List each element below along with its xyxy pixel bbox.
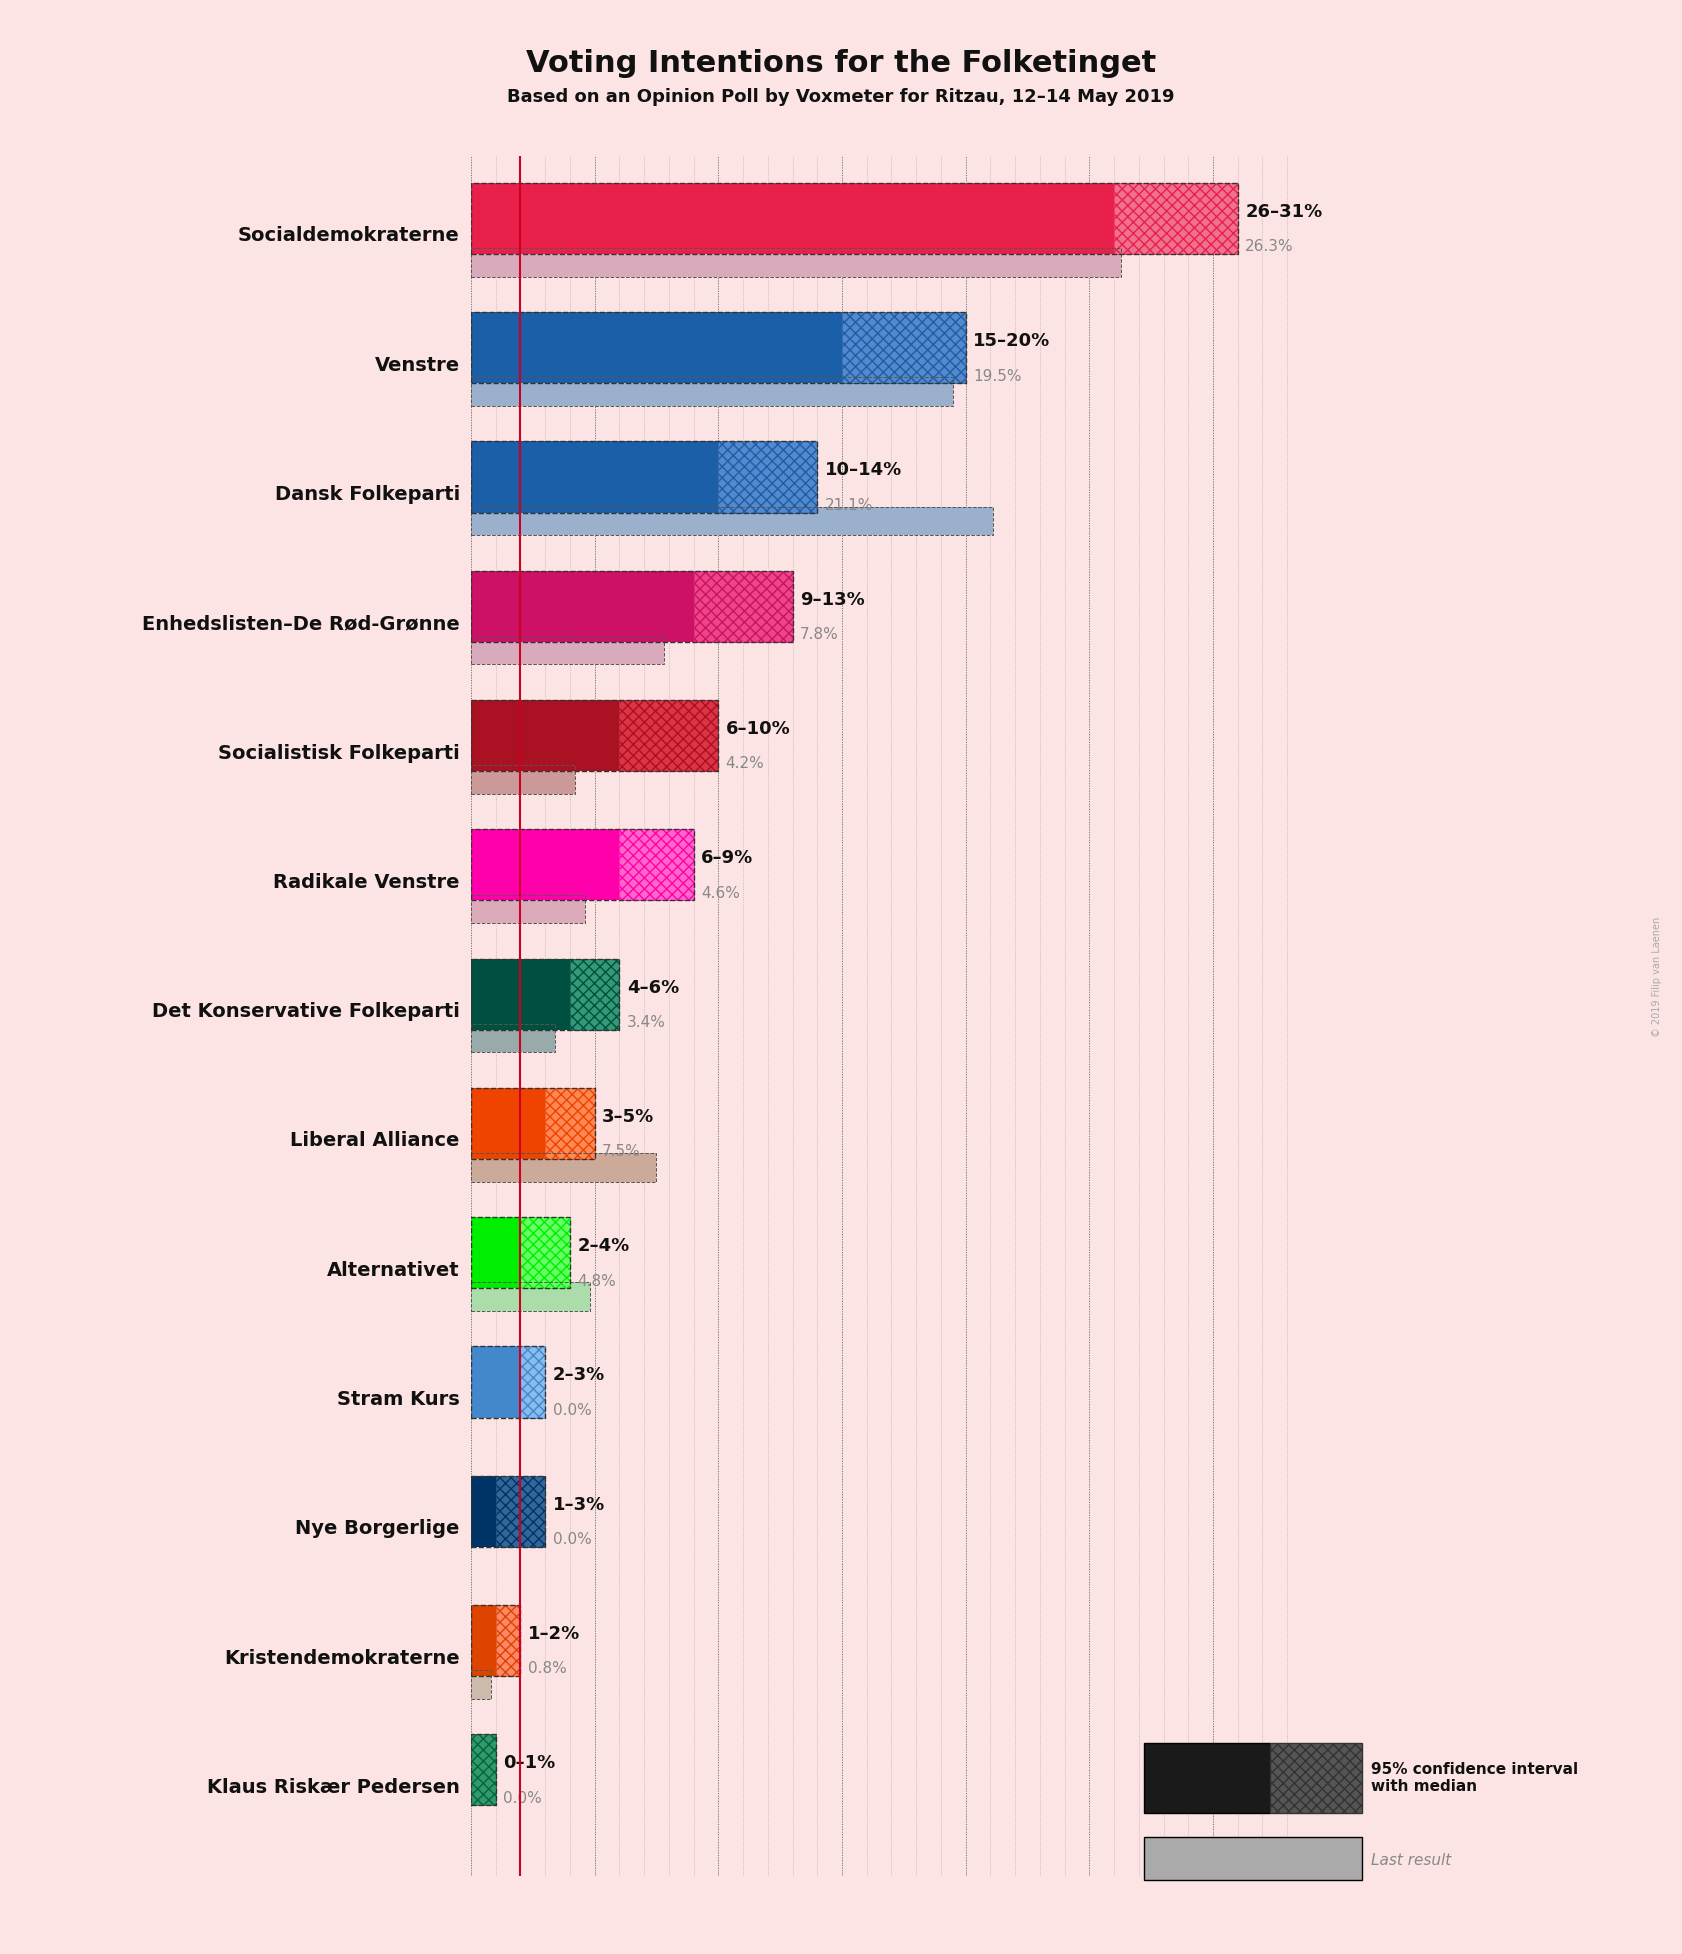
Bar bbox=[471, 1735, 496, 1805]
Bar bbox=[471, 1088, 595, 1159]
Bar bbox=[471, 959, 619, 1030]
Text: © 2019 Filip van Laenen: © 2019 Filip van Laenen bbox=[1652, 916, 1662, 1038]
Bar bbox=[570, 959, 619, 1030]
Text: 4.2%: 4.2% bbox=[725, 756, 765, 772]
Bar bbox=[843, 313, 965, 383]
Text: 7.8%: 7.8% bbox=[801, 627, 839, 643]
Bar bbox=[471, 1153, 656, 1182]
Bar bbox=[471, 184, 1238, 254]
Bar bbox=[471, 1088, 545, 1159]
Bar bbox=[471, 184, 1113, 254]
Bar bbox=[471, 635, 664, 664]
Bar bbox=[471, 1024, 555, 1053]
Text: Voting Intentions for the Folketinget: Voting Intentions for the Folketinget bbox=[526, 49, 1156, 78]
Bar bbox=[471, 377, 954, 406]
Bar bbox=[471, 1475, 545, 1548]
Bar bbox=[520, 1346, 545, 1417]
Bar bbox=[471, 1604, 520, 1677]
Bar bbox=[471, 442, 817, 512]
Bar bbox=[471, 635, 664, 664]
Text: 6–9%: 6–9% bbox=[701, 850, 754, 868]
Text: 21.1%: 21.1% bbox=[824, 498, 873, 512]
Text: 0–1%: 0–1% bbox=[503, 1755, 555, 1772]
Bar bbox=[496, 1604, 520, 1677]
Text: 26.3%: 26.3% bbox=[1245, 238, 1293, 254]
Text: 2–3%: 2–3% bbox=[553, 1366, 606, 1385]
Bar bbox=[471, 571, 792, 641]
Text: 0.8%: 0.8% bbox=[528, 1661, 567, 1677]
Bar bbox=[471, 1671, 491, 1698]
Text: 19.5%: 19.5% bbox=[974, 369, 1021, 383]
Bar bbox=[693, 571, 792, 641]
Text: 4–6%: 4–6% bbox=[627, 979, 680, 997]
Bar bbox=[471, 895, 585, 922]
Bar bbox=[471, 1346, 545, 1417]
Bar bbox=[471, 1282, 590, 1311]
Bar bbox=[619, 700, 718, 772]
Bar bbox=[471, 1217, 520, 1288]
Bar bbox=[471, 1153, 656, 1182]
Bar bbox=[471, 1604, 496, 1677]
Bar bbox=[471, 895, 585, 922]
Bar bbox=[471, 700, 718, 772]
Text: 3–5%: 3–5% bbox=[602, 1108, 654, 1126]
Text: 2–4%: 2–4% bbox=[577, 1237, 629, 1254]
Bar bbox=[471, 1282, 590, 1311]
Text: 26–31%: 26–31% bbox=[1245, 203, 1322, 221]
Text: 9–13%: 9–13% bbox=[801, 590, 865, 610]
Text: 0.0%: 0.0% bbox=[553, 1403, 592, 1419]
Bar bbox=[471, 828, 693, 901]
Bar bbox=[471, 248, 1122, 277]
Text: 95% confidence interval
with median: 95% confidence interval with median bbox=[1371, 1763, 1578, 1794]
Bar bbox=[471, 766, 575, 793]
Bar bbox=[471, 506, 992, 535]
Bar bbox=[496, 1475, 545, 1548]
Bar bbox=[471, 313, 843, 383]
Bar bbox=[471, 828, 619, 901]
Bar bbox=[471, 377, 954, 406]
Bar bbox=[545, 1088, 595, 1159]
Bar bbox=[520, 1217, 570, 1288]
Bar bbox=[471, 1217, 570, 1288]
Bar bbox=[471, 1475, 496, 1548]
Text: 0.0%: 0.0% bbox=[553, 1532, 592, 1548]
Bar bbox=[471, 766, 575, 793]
Bar bbox=[471, 1346, 520, 1417]
Bar bbox=[1113, 184, 1238, 254]
Bar bbox=[471, 1735, 496, 1805]
Text: Based on an Opinion Poll by Voxmeter for Ritzau, 12–14 May 2019: Based on an Opinion Poll by Voxmeter for… bbox=[508, 88, 1174, 106]
Bar bbox=[471, 506, 992, 535]
Text: 7.5%: 7.5% bbox=[602, 1145, 641, 1159]
Bar bbox=[718, 442, 817, 512]
Bar bbox=[471, 1024, 555, 1053]
Bar bbox=[471, 571, 693, 641]
Text: 1–3%: 1–3% bbox=[553, 1495, 606, 1514]
Text: 6–10%: 6–10% bbox=[725, 721, 791, 739]
Text: Last result: Last result bbox=[1371, 1852, 1452, 1868]
Bar bbox=[471, 1671, 491, 1698]
Text: 15–20%: 15–20% bbox=[974, 332, 1050, 350]
Text: 4.6%: 4.6% bbox=[701, 885, 740, 901]
Bar bbox=[619, 828, 693, 901]
Bar bbox=[471, 248, 1122, 277]
Text: 10–14%: 10–14% bbox=[824, 461, 902, 479]
Bar bbox=[471, 442, 718, 512]
Bar bbox=[471, 313, 965, 383]
Text: 0.0%: 0.0% bbox=[503, 1790, 542, 1805]
Bar bbox=[471, 700, 619, 772]
Text: 3.4%: 3.4% bbox=[627, 1014, 666, 1030]
Bar bbox=[471, 959, 570, 1030]
Text: 4.8%: 4.8% bbox=[577, 1274, 616, 1288]
Text: 1–2%: 1–2% bbox=[528, 1626, 580, 1643]
